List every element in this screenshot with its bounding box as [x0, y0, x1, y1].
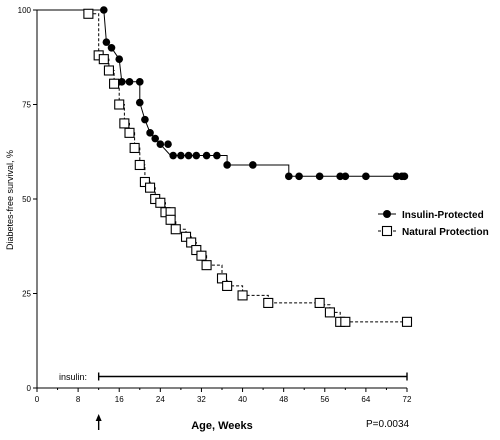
y-tick-label: 50: [22, 195, 31, 204]
data-point: [285, 172, 293, 181]
x-tick-label: 16: [115, 395, 124, 404]
insulin-bar-label: insulin:: [59, 372, 87, 382]
data-point: [324, 307, 335, 318]
data-point: [249, 161, 257, 169]
p-value: P=0.0034: [366, 419, 410, 430]
legend-marker-insulin-protected: [383, 210, 391, 218]
x-ticks: 0 8 16 24 32 40 48 56 64 72: [35, 388, 412, 404]
y-ticks: 0 25 50 75 100: [18, 6, 37, 393]
insulin-bar: [97, 372, 408, 381]
data-point: [114, 99, 125, 110]
data-point: [184, 151, 193, 160]
series-line: [37, 9, 405, 177]
legend: Insulin-Protected Natural Protection: [378, 210, 489, 238]
legend-marker-natural-protection: [381, 225, 393, 237]
data-point: [192, 151, 201, 160]
y-tick-label: 100: [18, 6, 32, 15]
data-point: [223, 161, 231, 169]
data-point: [145, 182, 156, 193]
x-tick-label: 64: [361, 395, 370, 404]
data-point: [177, 151, 185, 160]
legend-label-insulin-protected: Insulin-Protected: [402, 210, 484, 221]
data-point: [156, 140, 165, 148]
data-point: [340, 316, 351, 327]
data-point: [237, 290, 248, 301]
series-layer: [37, 6, 413, 327]
x-axis-label: Age, Weeks: [191, 420, 253, 432]
y-axis-label: Diabetes-free survival, %: [5, 150, 15, 250]
x-tick-label: 56: [320, 395, 329, 404]
data-point: [124, 127, 135, 138]
data-point: [401, 316, 413, 327]
data-point: [165, 214, 176, 225]
data-point: [155, 197, 166, 208]
data-point: [146, 129, 154, 137]
data-point: [202, 151, 211, 160]
series-insulin-protected: [37, 6, 409, 181]
x-tick-label: 24: [156, 395, 165, 404]
data-point: [341, 172, 350, 181]
start-arrow: [95, 414, 102, 430]
data-point: [362, 172, 370, 181]
start-arrow-head: [95, 414, 102, 421]
data-point: [107, 44, 116, 52]
data-point: [141, 115, 149, 124]
data-point: [315, 172, 324, 181]
data-point: [135, 98, 144, 107]
legend-item-natural-protection: Natural Protection: [378, 225, 489, 238]
data-point: [169, 151, 177, 160]
data-point: [213, 151, 221, 160]
y-tick-label: 75: [22, 101, 31, 110]
data-point: [135, 78, 144, 86]
data-point: [263, 297, 274, 309]
x-tick-label: 8: [76, 395, 81, 404]
y-tick-label: 0: [27, 384, 32, 393]
data-point: [186, 237, 197, 248]
x-tick-label: 40: [238, 395, 247, 404]
data-point: [119, 118, 130, 129]
data-point: [180, 231, 192, 242]
legend-item-insulin-protected: Insulin-Protected: [378, 210, 484, 221]
y-tick-label: 25: [22, 290, 31, 299]
data-point: [295, 172, 303, 181]
x-tick-label: 0: [35, 395, 40, 404]
data-point: [117, 78, 126, 86]
x-tick-label: 32: [197, 395, 206, 404]
x-tick-label: 48: [279, 395, 288, 404]
data-point: [83, 8, 94, 19]
data-point: [103, 65, 114, 76]
plot-area: 0 25 50 75 100 0 8 16 24 32 40 48 56 64 72: [18, 6, 413, 404]
data-point: [98, 54, 109, 65]
data-point: [100, 6, 108, 14]
data-point: [216, 273, 228, 284]
data-point: [170, 224, 181, 235]
data-point: [115, 55, 124, 63]
data-point: [191, 244, 202, 256]
data-point: [314, 297, 325, 309]
data-point: [129, 142, 140, 154]
data-point: [139, 176, 150, 188]
series-natural-protection: [37, 8, 413, 327]
data-point: [201, 260, 212, 271]
legend-label-natural-protection: Natural Protection: [402, 227, 489, 238]
data-point: [164, 140, 172, 148]
data-point: [196, 250, 207, 261]
data-point: [400, 172, 409, 181]
data-point: [134, 159, 145, 171]
data-point: [109, 78, 120, 89]
data-point: [151, 134, 159, 143]
x-tick-label: 72: [403, 395, 412, 404]
data-point: [125, 78, 134, 86]
data-point: [222, 280, 233, 291]
data-point: [102, 38, 111, 46]
